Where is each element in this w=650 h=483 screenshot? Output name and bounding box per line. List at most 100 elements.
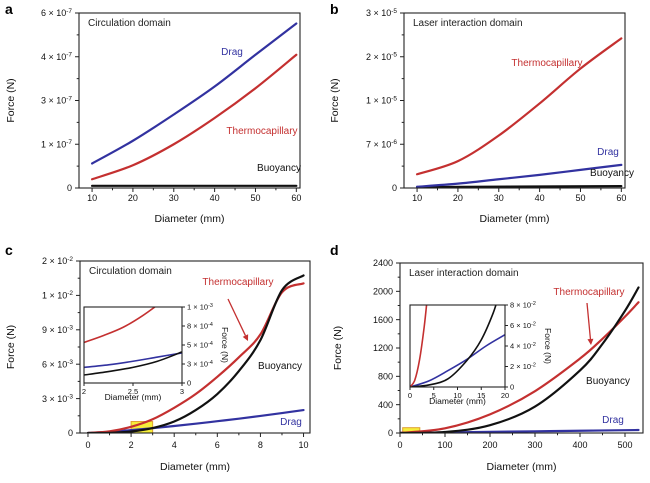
svg-text:Diameter (mm): Diameter (mm) (105, 392, 162, 402)
svg-text:0: 0 (68, 428, 73, 438)
svg-text:Force (N): Force (N) (543, 328, 553, 364)
svg-text:0: 0 (187, 379, 191, 388)
svg-text:0: 0 (85, 440, 90, 450)
svg-text:200: 200 (482, 440, 497, 450)
panel-letter-b: b (330, 1, 339, 17)
svg-text:5 × 10-4: 5 × 10-4 (187, 341, 213, 350)
svg-text:2.5: 2.5 (128, 387, 138, 396)
svg-text:2400: 2400 (373, 258, 393, 268)
svg-text:0: 0 (392, 183, 397, 193)
svg-text:Thermocapillary: Thermocapillary (226, 126, 297, 137)
svg-text:Drag: Drag (221, 47, 243, 58)
svg-text:3: 3 (180, 387, 184, 396)
svg-text:0: 0 (510, 383, 514, 392)
svg-text:20: 20 (128, 193, 138, 203)
svg-text:30: 30 (169, 193, 179, 203)
svg-text:3 × 10-5: 3 × 10-5 (366, 8, 397, 18)
svg-text:40: 40 (210, 193, 220, 203)
svg-text:Force (N): Force (N) (5, 325, 17, 369)
svg-text:Drag: Drag (602, 415, 624, 426)
svg-text:Laser interaction domain: Laser interaction domain (413, 18, 523, 29)
svg-text:0: 0 (67, 183, 72, 193)
svg-text:2 × 10-5: 2 × 10-5 (366, 52, 397, 62)
svg-text:Buoyancy: Buoyancy (257, 163, 301, 174)
svg-text:8 × 10-2: 8 × 10-2 (510, 301, 536, 310)
svg-text:1 × 10-7: 1 × 10-7 (41, 139, 72, 149)
panel-d-chart: 0 100 200 300 400 50004008001200160020002400D… (332, 258, 644, 473)
svg-text:2: 2 (82, 387, 86, 396)
svg-text:20: 20 (501, 391, 509, 400)
svg-text:10: 10 (412, 193, 422, 203)
panel-letter-a: a (5, 1, 13, 17)
svg-text:10: 10 (87, 193, 97, 203)
svg-text:2 × 10-2: 2 × 10-2 (42, 256, 73, 266)
svg-text:6 × 10-7: 6 × 10-7 (41, 8, 72, 18)
svg-text:Buoyancy: Buoyancy (586, 376, 630, 387)
svg-text:30: 30 (494, 193, 504, 203)
panel-c-chart: 0 2 4 6 8 10 0 3 × 10-3 6 × 10-3 9 × 10-3 1 × 10-2… (5, 256, 311, 473)
svg-text:4: 4 (172, 440, 177, 450)
svg-text:Diameter (mm): Diameter (mm) (487, 461, 557, 473)
svg-text:6: 6 (215, 440, 220, 450)
svg-text:Force (N): Force (N) (332, 326, 344, 370)
panel-b-chart: 10 20 30 40 50 60 0 7 × 10-6 1 × 10-5 2 × 10-5 3 ×… (329, 8, 634, 225)
svg-text:20: 20 (453, 193, 463, 203)
svg-text:Diameter (mm): Diameter (mm) (160, 461, 230, 473)
svg-text:40: 40 (535, 193, 545, 203)
svg-text:0: 0 (408, 391, 412, 400)
svg-text:Diameter (mm): Diameter (mm) (155, 213, 225, 225)
svg-text:50: 50 (250, 193, 260, 203)
svg-text:Force (N): Force (N) (5, 78, 17, 122)
svg-text:10: 10 (299, 440, 309, 450)
svg-text:3 × 10-7: 3 × 10-7 (41, 95, 72, 105)
svg-text:6 × 10-3: 6 × 10-3 (42, 359, 73, 369)
svg-text:7 × 10-6: 7 × 10-6 (366, 139, 397, 149)
svg-text:60: 60 (291, 193, 301, 203)
svg-text:5: 5 (432, 391, 436, 400)
svg-text:15: 15 (477, 391, 485, 400)
svg-text:Buoyancy: Buoyancy (590, 168, 634, 179)
panel-letter-c: c (5, 242, 13, 258)
svg-text:Laser interaction domain: Laser interaction domain (409, 268, 519, 279)
svg-text:1200: 1200 (373, 343, 393, 353)
svg-text:300: 300 (527, 440, 542, 450)
svg-text:60: 60 (616, 193, 626, 203)
panel-d: 0 100 200 300 400 500 0 400 800 1200 1600 2000 2400 D… (325, 241, 650, 483)
svg-text:800: 800 (378, 372, 393, 382)
svg-text:1 × 10-5: 1 × 10-5 (366, 95, 397, 105)
svg-text:3 × 10-4: 3 × 10-4 (187, 360, 213, 369)
svg-text:Thermocapillary: Thermocapillary (511, 58, 582, 69)
svg-text:3 × 10-3: 3 × 10-3 (42, 393, 73, 403)
svg-text:10: 10 (453, 391, 461, 400)
svg-text:400: 400 (378, 400, 393, 410)
svg-text:4 × 10-2: 4 × 10-2 (510, 342, 536, 351)
svg-text:1 × 10-3: 1 × 10-3 (187, 303, 213, 312)
svg-text:Buoyancy: Buoyancy (258, 361, 302, 372)
svg-text:50: 50 (575, 193, 585, 203)
svg-text:400: 400 (572, 440, 587, 450)
svg-text:1600: 1600 (373, 315, 393, 325)
svg-text:Circulation domain: Circulation domain (88, 18, 171, 29)
svg-text:4 × 10-7: 4 × 10-7 (41, 52, 72, 62)
panel-letter-d: d (330, 242, 339, 258)
svg-text:Thermocapillary: Thermocapillary (553, 287, 624, 298)
svg-text:500: 500 (617, 440, 632, 450)
panel-a: 10 20 30 40 50 60 0 1 × 10-7 3 × 10-7 4 × 10-7 6 ×… (0, 0, 325, 241)
svg-text:Diameter (mm): Diameter (mm) (480, 213, 550, 225)
panel-b: 10 20 30 40 50 60 0 7 × 10-6 1 × 10-5 2 × 10-5 3 ×… (325, 0, 650, 241)
svg-text:100: 100 (437, 440, 452, 450)
svg-text:8: 8 (258, 440, 263, 450)
svg-text:Thermocapillary: Thermocapillary (202, 277, 273, 288)
svg-text:0: 0 (388, 428, 393, 438)
svg-text:Diameter (mm): Diameter (mm) (429, 396, 486, 406)
panel-c: 0 2 4 6 8 10 0 3 × 10-3 6 × 10-3 9 × 10-3 1 × 10-2… (0, 241, 325, 483)
svg-text:Drag: Drag (597, 147, 619, 158)
svg-text:2 × 10-2: 2 × 10-2 (510, 362, 536, 371)
svg-text:6 × 10-2: 6 × 10-2 (510, 321, 536, 330)
svg-text:2000: 2000 (373, 287, 393, 297)
svg-text:1 × 10-2: 1 × 10-2 (42, 290, 73, 300)
svg-text:8 × 10-4: 8 × 10-4 (187, 322, 213, 331)
svg-text:2: 2 (129, 440, 134, 450)
svg-text:0: 0 (397, 440, 402, 450)
